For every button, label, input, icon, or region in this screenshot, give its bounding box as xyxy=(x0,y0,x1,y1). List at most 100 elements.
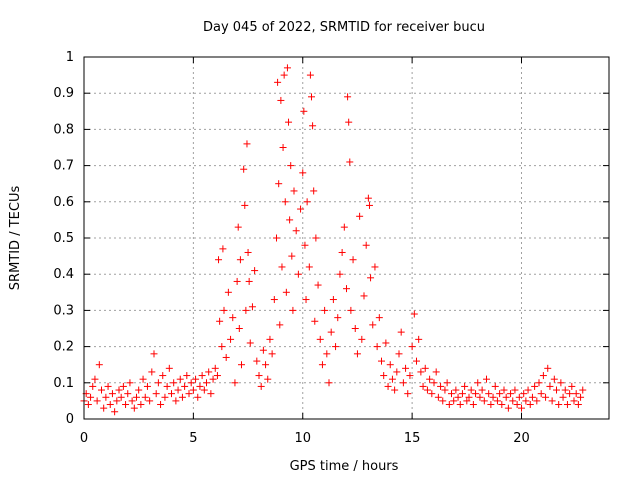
data-point xyxy=(493,397,501,405)
data-point xyxy=(148,368,156,376)
data-point xyxy=(172,397,180,405)
data-point xyxy=(415,335,423,343)
data-point xyxy=(334,314,342,322)
data-point xyxy=(115,386,123,394)
data-point xyxy=(102,393,110,401)
data-point xyxy=(174,386,182,394)
data-point xyxy=(555,401,563,409)
data-point xyxy=(369,321,377,329)
data-point xyxy=(292,227,300,235)
y-tick-label: 1 xyxy=(66,50,74,65)
data-point xyxy=(360,292,368,300)
data-point xyxy=(299,169,307,177)
data-point xyxy=(419,382,427,390)
data-point xyxy=(406,372,414,380)
data-point xyxy=(476,393,484,401)
data-point xyxy=(137,401,145,409)
data-point xyxy=(91,375,99,383)
y-tick-label: 0 xyxy=(66,412,74,427)
data-point xyxy=(365,201,373,209)
data-point xyxy=(235,325,243,332)
x-tick-label: 15 xyxy=(404,431,421,446)
data-point xyxy=(163,382,171,390)
data-point xyxy=(233,277,241,285)
data-point xyxy=(524,386,532,394)
data-point xyxy=(98,386,105,394)
data-point xyxy=(548,397,556,405)
data-point xyxy=(487,401,495,409)
data-point xyxy=(312,234,320,242)
data-point xyxy=(344,93,352,101)
y-axis-ticks: 0 0.1 0.2 0.3 0.4 0.5 0.6 0.7 0.8 0.9 1 xyxy=(53,50,609,427)
data-point xyxy=(378,357,385,365)
data-point xyxy=(161,393,169,401)
data-point xyxy=(450,397,458,405)
data-point xyxy=(496,390,504,398)
data-point xyxy=(345,118,353,126)
data-point xyxy=(531,382,539,390)
data-point xyxy=(410,310,418,318)
data-points xyxy=(80,64,587,416)
data-point xyxy=(209,375,217,383)
data-point xyxy=(544,364,552,372)
data-point xyxy=(384,382,392,390)
data-point xyxy=(119,382,127,390)
data-point xyxy=(566,390,574,398)
data-point xyxy=(306,71,314,79)
data-point xyxy=(533,397,541,405)
data-point xyxy=(242,306,250,314)
data-point xyxy=(327,328,335,336)
data-point xyxy=(308,93,315,101)
data-point xyxy=(117,393,125,401)
data-point xyxy=(231,379,239,387)
data-point xyxy=(399,379,407,387)
data-point xyxy=(388,375,396,383)
data-point xyxy=(277,96,285,104)
data-point xyxy=(428,390,436,398)
data-point xyxy=(276,321,284,329)
data-point xyxy=(579,386,587,394)
data-point xyxy=(286,216,294,224)
data-point xyxy=(371,263,379,271)
data-point xyxy=(362,241,370,249)
data-point xyxy=(300,107,308,115)
data-point xyxy=(364,194,372,202)
data-point xyxy=(282,288,290,296)
data-point xyxy=(480,397,488,405)
x-axis-ticks: 0 5 10 15 20 xyxy=(80,57,530,446)
data-point xyxy=(314,281,322,289)
data-point xyxy=(240,165,248,173)
data-point xyxy=(128,397,136,405)
data-point xyxy=(93,397,101,405)
data-point xyxy=(572,390,580,398)
data-point xyxy=(281,198,289,206)
data-point xyxy=(340,223,348,231)
y-tick-label: 0.7 xyxy=(53,159,74,174)
data-point xyxy=(241,201,249,209)
data-point xyxy=(157,401,165,409)
data-point xyxy=(183,372,191,380)
data-point xyxy=(259,346,267,354)
data-point xyxy=(234,223,242,231)
data-point xyxy=(229,314,237,322)
data-point xyxy=(367,274,375,282)
data-point xyxy=(528,393,536,401)
data-point xyxy=(181,382,189,390)
data-point xyxy=(382,339,390,347)
data-point xyxy=(238,361,245,369)
data-point xyxy=(546,382,554,390)
data-point xyxy=(526,401,534,409)
data-point xyxy=(465,393,473,401)
data-point xyxy=(289,306,297,314)
data-point xyxy=(84,401,92,409)
data-point xyxy=(283,64,291,72)
data-point xyxy=(504,404,512,412)
data-point xyxy=(515,393,523,401)
data-point xyxy=(262,361,270,369)
data-point xyxy=(463,397,471,405)
data-point xyxy=(255,372,263,380)
data-point xyxy=(124,390,132,398)
data-point xyxy=(196,382,204,390)
data-point xyxy=(139,375,147,383)
